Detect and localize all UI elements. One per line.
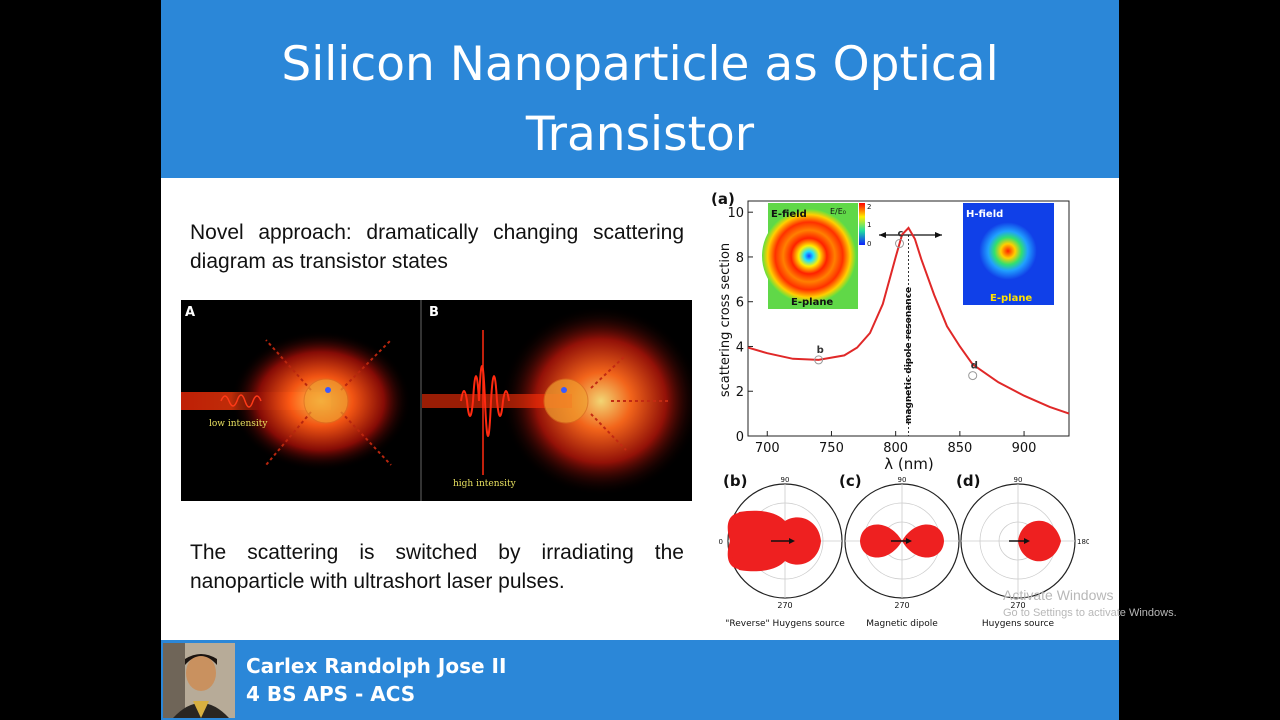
- scattering-figure: (a) 0 2 4 6 8 10 700 750 800 850 900 scattering c…: [709, 186, 1090, 632]
- polar-d-bottom: 270: [1010, 601, 1025, 610]
- polar-d-side: 180: [1077, 538, 1089, 546]
- slide-title: Silicon Nanoparticle as Optical Transist…: [161, 30, 1119, 170]
- slide-title-line1: Silicon Nanoparticle as Optical: [281, 37, 999, 92]
- panel-b-caption: high intensity: [453, 479, 517, 489]
- x-tick-label: 800: [883, 441, 908, 456]
- polar-d: (d) 90 270 180 Huygens source: [956, 472, 1090, 629]
- presenter-name: Carlex Randolph Jose II: [246, 654, 507, 678]
- efield-inset: E-field E-plane E/E₀ 2 1 0: [762, 203, 871, 309]
- arrow-double: [879, 232, 942, 238]
- colorbar-label: E/E₀: [830, 207, 846, 216]
- hfield-inset: H-field E-plane: [963, 203, 1054, 305]
- y-tick-label: 10: [727, 206, 744, 221]
- presenter-avatar: [163, 643, 235, 718]
- title-bar: Silicon Nanoparticle as Optical Transist…: [161, 0, 1119, 178]
- panel-a-label: (a): [711, 190, 735, 208]
- resonance-label: magnetic dipole resonance: [904, 287, 914, 424]
- x-axis: 700 750 800 850 900: [755, 431, 1037, 456]
- data-marker-label-d: d: [971, 361, 978, 372]
- x-tick-label: 900: [1012, 441, 1037, 456]
- efield-plane: E-plane: [791, 297, 833, 308]
- presenter-program: 4 BS APS - ACS: [246, 682, 416, 706]
- colorbar-tick-mid: 1: [867, 221, 871, 229]
- x-tick-label: 750: [819, 441, 844, 456]
- panel-a-caption: low intensity: [209, 419, 268, 429]
- colorbar-tick-bottom: 0: [867, 240, 871, 248]
- y-axis-label: scattering cross section: [718, 243, 733, 397]
- polar-d-top: 90: [1014, 476, 1023, 484]
- polar-b-top: 90: [781, 476, 790, 484]
- polar-c-bottom: 270: [894, 601, 909, 610]
- efield-label: E-field: [771, 209, 807, 220]
- data-marker-d: [968, 371, 978, 381]
- footer-bar: Carlex Randolph Jose II 4 BS APS - ACS: [161, 640, 1119, 720]
- colorbar-tick-top: 2: [867, 203, 871, 211]
- x-axis-label: λ (nm): [884, 455, 933, 473]
- intro-text: Novel approach: dramatically changing sc…: [190, 221, 684, 273]
- polar-b-label: (b): [723, 472, 747, 490]
- hfield-label: H-field: [966, 209, 1003, 220]
- simulation-image: A low intensity B high intensity: [181, 300, 701, 501]
- polar-b: (b) 90 270 0 "Reverse" Huygens source: [719, 472, 846, 629]
- hfield-plane: E-plane: [990, 293, 1032, 304]
- polar-c-caption: Magnetic dipole: [866, 619, 938, 629]
- y-tick-label: 0: [736, 430, 744, 445]
- panel-a: A low intensity: [181, 300, 421, 501]
- watermark-line1: Activate Windows: [1003, 587, 1114, 603]
- y-axis: 0 2 4 6 8 10: [727, 206, 753, 445]
- y-tick-label: 6: [736, 296, 744, 311]
- polar-d-caption: Huygens source: [982, 619, 1055, 629]
- activation-watermark: Activate Windows Go to Settings to activ…: [1003, 586, 1177, 622]
- data-marker-label-c: c: [898, 229, 904, 240]
- slide-title-line2: Transistor: [525, 107, 755, 162]
- panel-a-letter: A: [185, 305, 195, 320]
- presenter-info: Carlex Randolph Jose II 4 BS APS - ACS: [246, 652, 506, 708]
- polar-c-top: 90: [898, 476, 907, 484]
- polar-c: (c) 90 270 Magnetic dipole: [839, 472, 960, 629]
- x-tick-label: 850: [947, 441, 972, 456]
- panel-b: B high intensity: [422, 300, 701, 501]
- data-marker-label-b: b: [817, 345, 824, 356]
- polar-b-bottom: 270: [777, 601, 792, 610]
- series-line: [747, 226, 1070, 415]
- slide: Silicon Nanoparticle as Optical Transist…: [161, 0, 1119, 720]
- y-tick-label: 4: [736, 340, 744, 355]
- polar-b-side: 0: [719, 538, 723, 546]
- polar-d-label: (d): [956, 472, 980, 490]
- y-tick-label: 8: [736, 251, 744, 266]
- data-marker-b: [814, 355, 824, 365]
- simulation-svg: A low intensity B high intensity: [181, 300, 701, 501]
- panel-b-letter: B: [429, 305, 439, 320]
- x-tick-label: 700: [755, 441, 780, 456]
- switch-text: The scattering is switched by irradiatin…: [190, 541, 684, 593]
- data-marker-c: [895, 239, 905, 249]
- polar-c-label: (c): [839, 472, 862, 490]
- y-tick-label: 2: [736, 385, 744, 400]
- polar-b-caption: "Reverse" Huygens source: [725, 619, 845, 629]
- data-markers: b c d: [814, 229, 978, 381]
- watermark-line2: Go to Settings to activate Windows.: [1003, 607, 1177, 619]
